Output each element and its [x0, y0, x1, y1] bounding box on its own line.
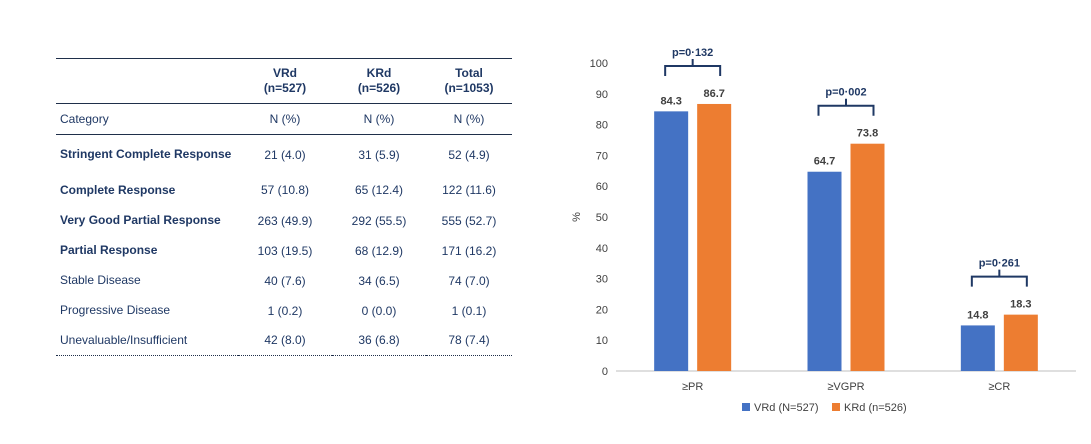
p-value-label: p=0·132	[672, 47, 713, 59]
y-tick-label: 30	[596, 274, 608, 286]
y-tick-label: 80	[596, 120, 608, 132]
y-tick-label: 60	[596, 181, 608, 193]
subheader-vrd: N (%)	[238, 103, 332, 135]
y-tick-label: 70	[596, 150, 608, 162]
header-vrd: VRd (n=527)	[238, 58, 332, 104]
row-category: Stable Disease	[60, 273, 141, 287]
row-category: Complete Response	[60, 182, 176, 197]
table-header-row: VRd (n=527) KRd (n=526) Total (n=1053)	[56, 58, 512, 104]
x-tick-label: ≥VGPR	[827, 381, 864, 393]
row-category: Very Good Partial Response	[60, 213, 221, 227]
y-tick-label: 10	[596, 335, 608, 347]
row-category: Stringent Complete Response	[60, 147, 232, 162]
header-blank	[56, 58, 238, 104]
row-total: 171 (16.2)	[441, 243, 497, 258]
row-total: 74 (7.0)	[448, 273, 490, 288]
response-rate-chart: 0 10 20 30 40 50 60 70 80 90 100% 84.3 86.7 ≥PR p=0·13…	[571, 47, 1076, 414]
bar-vrd-vgpr	[807, 171, 842, 371]
legend-label: VRd (N=527)	[754, 402, 819, 414]
row-krd: 68 (12.9)	[354, 243, 404, 258]
row-category: Partial Response	[60, 243, 158, 257]
row-krd: 292 (55.5)	[351, 213, 407, 228]
x-tick-label: ≥PR	[682, 381, 703, 393]
y-tick-label: 90	[596, 89, 608, 101]
p-value-label: p=0·002	[825, 87, 866, 99]
row-category: Progressive Disease	[60, 303, 171, 317]
legend-swatch-vrd	[742, 403, 750, 411]
table-row: Complete Response 57 (10.8) 65 (12.4) 12…	[56, 175, 512, 206]
data-label: 14.8	[967, 309, 988, 321]
bar-krd-vgpr	[850, 143, 885, 371]
significance-bracket	[664, 58, 722, 76]
row-category: Unevaluable/Insufficient	[56, 325, 238, 356]
table-row: Stable Disease 40 (7.6) 34 (6.5) 74 (7.0…	[56, 266, 512, 296]
row-vrd: 1 (0.2)	[267, 303, 303, 318]
header-krd-n: (n=526)	[357, 81, 401, 95]
legend-swatch-krd	[832, 403, 840, 411]
y-tick-label: 0	[602, 366, 608, 378]
row-krd: 0 (0.0)	[361, 303, 397, 318]
data-label: 84.3	[660, 95, 681, 107]
row-krd: 31 (5.9)	[358, 147, 400, 162]
significance-bracket	[817, 98, 875, 116]
p-value-label: p=0·261	[979, 258, 1020, 270]
table-row: Progressive Disease 1 (0.2) 0 (0.0) 1 (0…	[56, 296, 512, 326]
y-tick-label: 20	[596, 304, 608, 316]
row-vrd: 103 (19.5)	[257, 243, 313, 258]
row-total: 1 (0.1)	[451, 303, 487, 318]
header-total-name: Total	[455, 66, 483, 80]
table-row: Very Good Partial Response 263 (49.9) 29…	[56, 206, 512, 236]
data-label: 18.3	[1010, 299, 1031, 311]
row-vrd: 263 (49.9)	[257, 213, 313, 228]
y-axis-label: %	[571, 212, 583, 222]
bar-vrd-cr	[960, 325, 995, 371]
subheader-total: N (%)	[426, 103, 512, 135]
header-vrd-n: (n=527)	[263, 81, 307, 95]
legend-label: KRd (n=526)	[844, 402, 907, 414]
subheader-category: Category	[56, 103, 238, 135]
row-krd: 65 (12.4)	[354, 183, 404, 197]
y-tick-label: 40	[596, 243, 608, 255]
row-krd: 36 (6.8)	[332, 325, 426, 356]
row-total: 122 (11.6)	[442, 183, 496, 197]
header-total: Total (n=1053)	[426, 58, 512, 104]
row-krd: 34 (6.5)	[358, 273, 400, 288]
row-total: 52 (4.9)	[448, 147, 490, 162]
table-row: Unevaluable/Insufficient 42 (8.0) 36 (6.…	[56, 325, 512, 356]
row-vrd: 57 (10.8)	[260, 183, 310, 197]
row-total: 78 (7.4)	[426, 325, 512, 356]
bar-vrd-pr	[654, 111, 689, 371]
data-label: 73.8	[857, 128, 878, 140]
response-table: VRd (n=527) KRd (n=526) Total (n=1053) Cate…	[56, 58, 512, 356]
x-tick-label: ≥CR	[988, 381, 1010, 393]
subheader-krd: N (%)	[332, 103, 426, 135]
row-vrd: 40 (7.6)	[264, 273, 306, 288]
row-vrd: 21 (4.0)	[264, 147, 306, 162]
table-subheader-row: Category N (%) N (%) N (%)	[56, 103, 512, 135]
header-vrd-name: VRd	[273, 66, 297, 80]
bar-krd-cr	[1003, 314, 1038, 371]
y-tick-label: 100	[590, 58, 608, 70]
header-krd: KRd (n=526)	[332, 58, 426, 104]
bar-krd-pr	[697, 103, 732, 372]
row-total: 555 (52.7)	[441, 213, 497, 228]
table-row: Partial Response 103 (19.5) 68 (12.9) 17…	[56, 236, 512, 266]
table-row: Stringent Complete Response 21 (4.0) 31 …	[56, 135, 512, 175]
header-krd-name: KRd	[366, 66, 392, 80]
significance-bracket	[970, 269, 1028, 287]
data-label: 64.7	[814, 156, 835, 168]
data-label: 86.7	[703, 88, 724, 100]
row-vrd: 42 (8.0)	[238, 325, 332, 356]
header-total-n: (n=1053)	[444, 81, 494, 95]
response-table-container: VRd (n=527) KRd (n=526) Total (n=1053) Cate…	[56, 58, 512, 356]
y-tick-label: 50	[596, 212, 608, 224]
